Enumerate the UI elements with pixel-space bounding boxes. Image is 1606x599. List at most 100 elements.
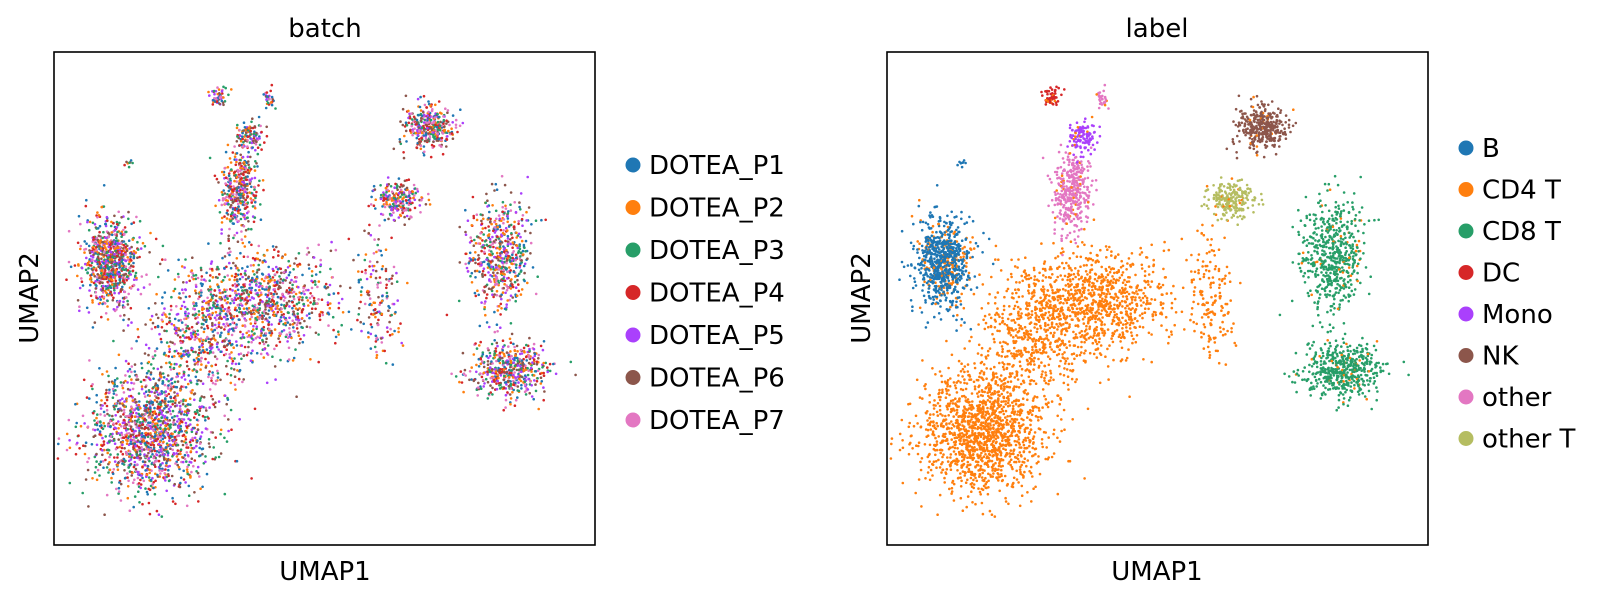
scatter-point xyxy=(198,345,201,349)
scatter-point xyxy=(407,121,411,125)
scatter-point xyxy=(200,278,203,282)
scatter-point xyxy=(257,268,261,271)
scatter-point xyxy=(100,424,103,427)
scatter-point xyxy=(261,320,264,324)
scatter-point xyxy=(456,130,459,134)
scatter-point xyxy=(254,336,258,340)
scatter-point xyxy=(241,137,244,141)
scatter-point xyxy=(206,296,209,300)
scatter-point xyxy=(185,431,188,434)
scatter-point xyxy=(267,291,271,295)
scatter-point xyxy=(350,328,353,331)
scatter-point xyxy=(100,257,103,261)
scatter-point xyxy=(198,348,201,352)
scatter-point xyxy=(168,436,171,440)
scatter-point xyxy=(240,230,243,233)
scatter-point xyxy=(180,412,183,415)
scatter-point xyxy=(379,212,383,216)
scatter-point xyxy=(171,403,174,406)
scatter-point xyxy=(219,334,222,337)
scatter-point xyxy=(173,435,177,439)
scatter-point xyxy=(292,290,296,294)
scatter-point xyxy=(141,423,145,426)
scatter-point xyxy=(138,424,141,427)
scatter-point xyxy=(211,346,214,349)
scatter-point xyxy=(123,400,126,403)
scatter-point xyxy=(242,161,246,164)
scatter-point xyxy=(169,443,172,447)
scatter-point xyxy=(238,161,242,165)
scatter-point xyxy=(111,414,114,418)
scatter-point xyxy=(242,307,246,311)
scatter-point xyxy=(68,439,71,442)
scatter-point xyxy=(104,222,107,226)
scatter-point xyxy=(291,283,294,287)
scatter-point xyxy=(233,278,236,282)
scatter-point xyxy=(268,331,271,335)
scatter-point xyxy=(235,314,239,318)
scatter-point xyxy=(140,413,144,416)
scatter-point xyxy=(231,217,234,220)
scatter-point xyxy=(120,409,123,412)
scatter-point xyxy=(155,415,159,418)
scatter-point xyxy=(270,323,273,326)
scatter-point xyxy=(326,301,330,304)
scatter-point xyxy=(235,323,238,326)
scatter-point xyxy=(157,442,161,446)
scatter-point xyxy=(304,288,308,292)
scatter-point xyxy=(228,353,231,356)
scatter-point xyxy=(405,186,409,190)
scatter-point xyxy=(130,370,133,374)
scatter-point xyxy=(107,380,111,384)
scatter-point xyxy=(258,259,262,262)
scatter-point xyxy=(186,307,189,311)
scatter-point xyxy=(179,419,183,423)
scatter-point xyxy=(207,442,211,445)
scatter-point xyxy=(205,409,208,412)
scatter-point xyxy=(253,165,256,168)
scatter-point xyxy=(105,370,109,373)
scatter-point xyxy=(163,307,166,310)
scatter-point xyxy=(202,395,206,399)
scatter-point xyxy=(399,195,402,199)
scatter-point xyxy=(145,473,149,477)
scatter-point xyxy=(172,418,176,422)
scatter-point xyxy=(445,122,448,125)
scatter-point xyxy=(222,315,226,319)
scatter-point xyxy=(390,190,394,193)
scatter-point xyxy=(201,382,205,386)
scatter-point xyxy=(243,126,247,129)
scatter-point xyxy=(249,133,252,136)
scatter-point xyxy=(314,283,317,286)
scatter-point xyxy=(411,118,414,121)
scatter-point xyxy=(308,312,311,316)
scatter-point xyxy=(237,269,240,272)
scatter-point xyxy=(275,280,279,284)
scatter-point xyxy=(309,358,312,361)
scatter-point xyxy=(124,450,128,454)
scatter-point xyxy=(192,464,195,468)
scatter-point xyxy=(101,436,104,440)
scatter-point xyxy=(214,379,218,383)
scatter-point xyxy=(174,399,177,402)
scatter-point xyxy=(108,461,111,464)
scatter-point xyxy=(223,299,227,302)
scatter-point xyxy=(128,455,131,458)
scatter-point xyxy=(254,148,257,152)
scatter-point xyxy=(297,301,301,304)
scatter-point xyxy=(132,435,136,439)
scatter-point xyxy=(363,302,367,306)
scatter-point xyxy=(155,396,158,399)
scatter-point xyxy=(88,220,92,224)
scatter-point xyxy=(133,460,137,464)
scatter-point xyxy=(184,295,188,299)
scatter-point xyxy=(165,329,168,333)
scatter-point xyxy=(160,375,163,379)
scatter-point xyxy=(277,337,280,340)
scatter-point xyxy=(126,485,130,488)
scatter-point xyxy=(270,83,274,87)
scatter-point xyxy=(180,439,184,443)
scatter-point xyxy=(99,420,102,423)
scatter-point xyxy=(160,365,163,369)
scatter-point xyxy=(287,358,291,361)
